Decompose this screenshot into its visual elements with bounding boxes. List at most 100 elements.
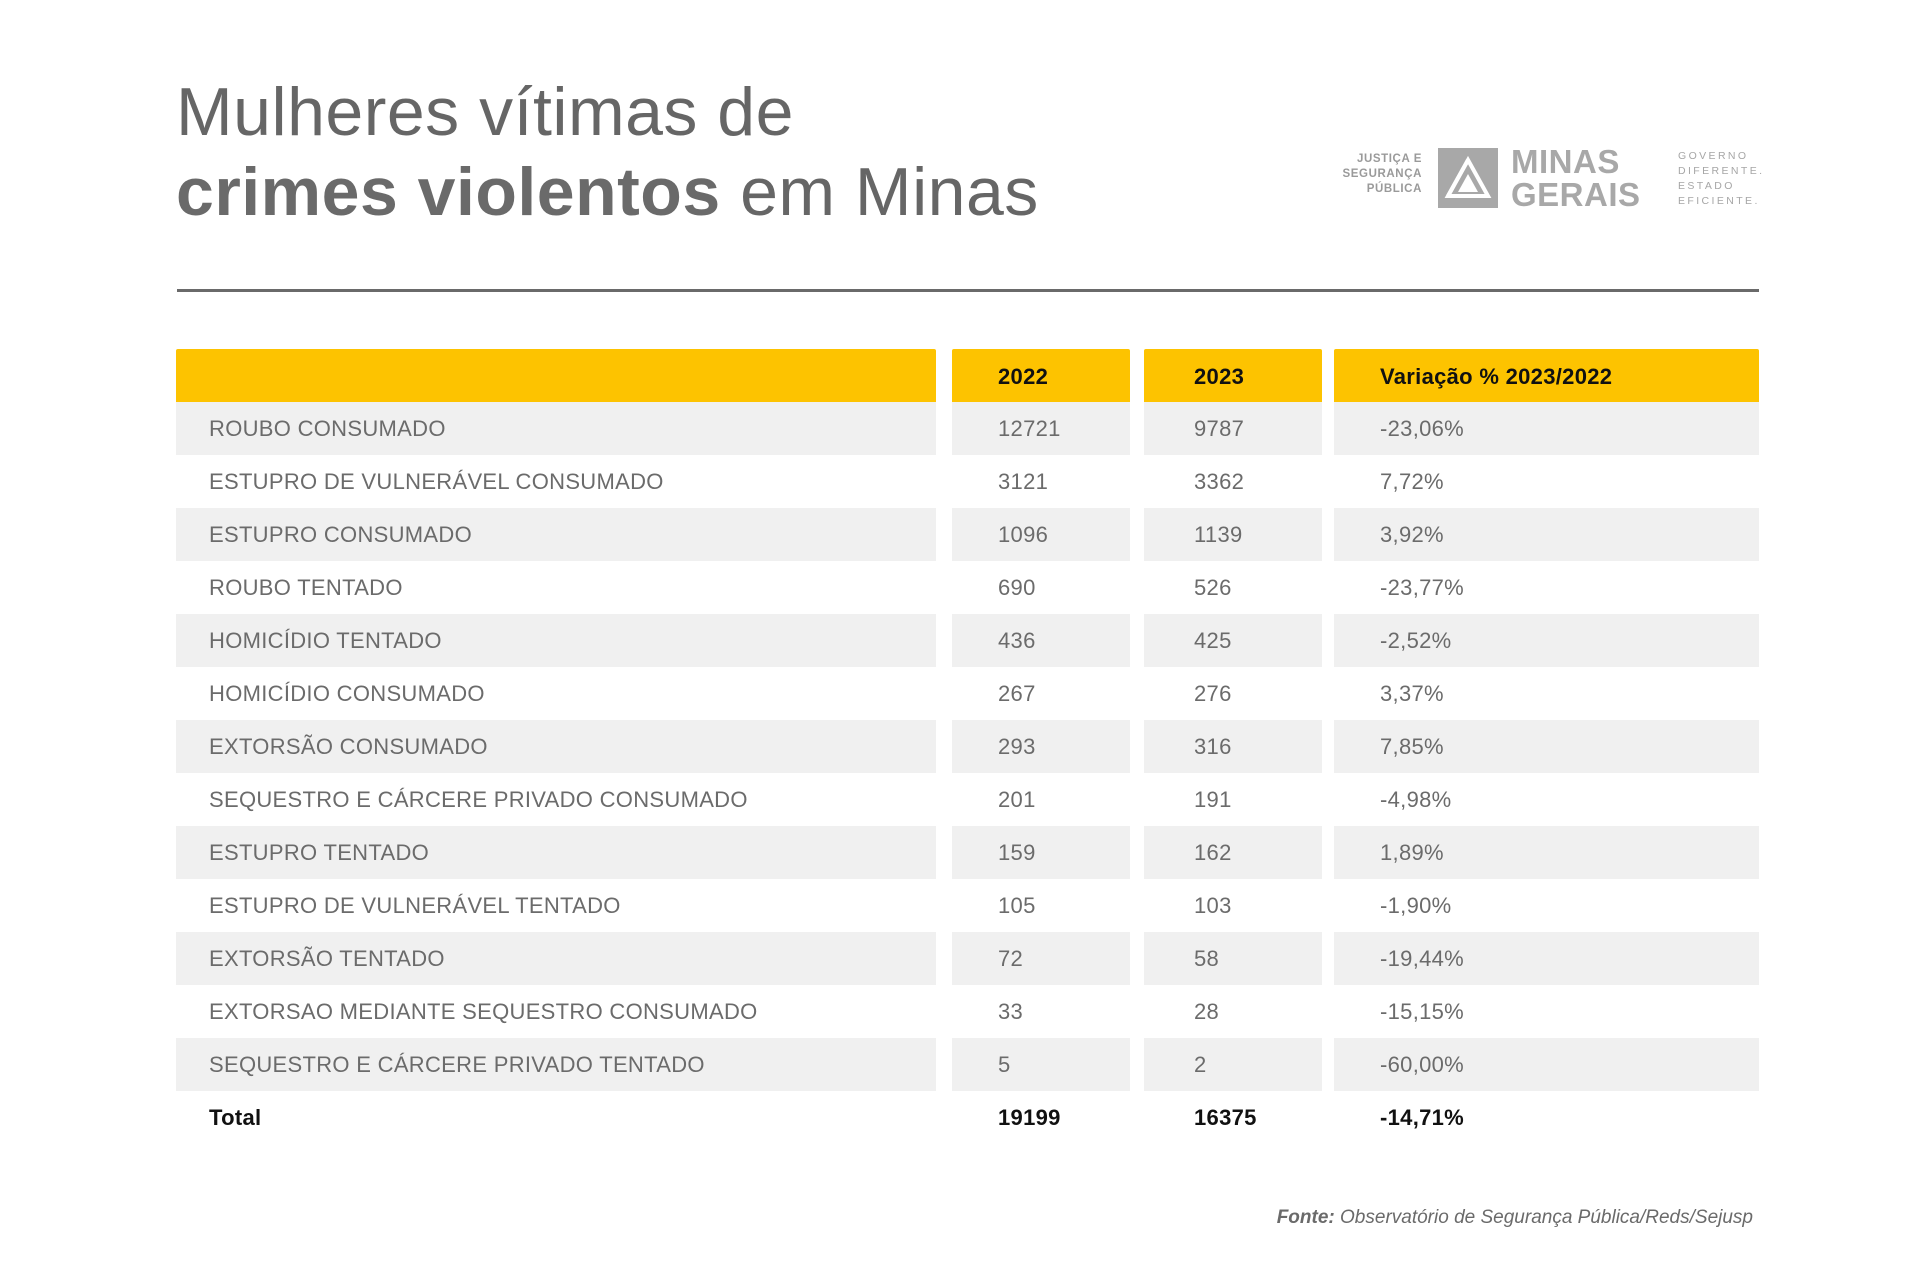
title-bold: crimes violentos (176, 154, 721, 230)
cell-variation: -4,98% (1380, 786, 1452, 812)
cell-2023: 28 (1194, 998, 1220, 1024)
table-row: ESTUPRO CONSUMADO 1096 1139 3,92% (176, 508, 1759, 561)
table-total-row: Total 19199 16375 -14,71% (176, 1091, 1759, 1144)
cell-2022: 105 (998, 892, 1036, 918)
table-row: ESTUPRO DE VULNERÁVEL CONSUMADO 3121 3362 7… (176, 455, 1759, 508)
cell-variation: -2,52% (1334, 614, 1759, 667)
crime-table: 2022 2023 Variação % 2023/2022 ROUBO CON… (176, 349, 1759, 1144)
cell-variation: 3,37% (1380, 680, 1444, 706)
table-row: SEQUESTRO E CÁRCERE PRIVADO CONSUMADO 201… (176, 773, 1759, 826)
cell-variation: -23,77% (1380, 574, 1465, 600)
cell-crime: EXTORSÃO CONSUMADO (176, 720, 936, 773)
cell-variation: -19,44% (1334, 932, 1759, 985)
total-label: Total (209, 1104, 262, 1130)
source-text: Observatório de Segurança Pública/Reds/S… (1334, 1207, 1753, 1228)
cell-2023: 9787 (1144, 402, 1322, 455)
table-row: HOMICÍDIO CONSUMADO 267 276 3,37% (176, 667, 1759, 720)
table-row: HOMICÍDIO TENTADO 436 425 -2,52% (176, 614, 1759, 667)
total-2023: 16375 (1194, 1104, 1257, 1130)
total-variation: -14,71% (1380, 1104, 1465, 1130)
cell-2023: 1139 (1144, 508, 1322, 561)
header-cell-2023: 2023 (1144, 349, 1322, 404)
cell-crime: ESTUPRO DE VULNERÁVEL TENTADO (209, 892, 621, 918)
title-line-2: crimes violentos em Minas (176, 152, 1039, 232)
total-2022: 19199 (998, 1104, 1061, 1130)
cell-2022: 690 (998, 574, 1036, 600)
cell-2022: 159 (952, 826, 1130, 879)
cell-crime: ESTUPRO CONSUMADO (176, 508, 936, 561)
cell-crime: EXTORSÃO TENTADO (176, 932, 936, 985)
header-divider (177, 289, 1759, 292)
government-logo: JUSTIÇA E SEGURANÇA PÚBLICA MINAS GERAIS… (1330, 145, 1762, 215)
logo-slogan: GOVERNO DIFERENTE. ESTADO EFICIENTE. (1678, 149, 1764, 209)
cell-2023: 425 (1144, 614, 1322, 667)
cell-variation: -60,00% (1334, 1038, 1759, 1091)
cell-2022: 293 (952, 720, 1130, 773)
cell-variation: 1,89% (1334, 826, 1759, 879)
logo-slogan-line: ESTADO (1678, 180, 1735, 192)
table-row: ROUBO TENTADO 690 526 -23,77% (176, 561, 1759, 614)
cell-2023: 58 (1144, 932, 1322, 985)
logo-state-name: MINAS GERAIS (1511, 145, 1641, 211)
minas-gerais-triangle-logo-icon (1438, 148, 1498, 208)
header-cell-crime (176, 349, 936, 404)
table-body: ROUBO CONSUMADO 12721 9787 -23,06% ESTUPRO D… (176, 402, 1759, 1091)
cell-variation: -1,90% (1380, 892, 1452, 918)
cell-variation: 7,85% (1334, 720, 1759, 773)
cell-2023: 162 (1144, 826, 1322, 879)
cell-crime: EXTORSAO MEDIANTE SEQUESTRO CONSUMADO (209, 998, 758, 1024)
logo-dept-line: JUSTIÇA E (1356, 153, 1422, 165)
cell-variation: 3,92% (1334, 508, 1759, 561)
logo-slogan-line: GOVERNO (1678, 150, 1749, 162)
table-row: ROUBO CONSUMADO 12721 9787 -23,06% (176, 402, 1759, 455)
page-title: Mulheres vítimas de crimes violentos em … (176, 72, 1039, 232)
logo-name-line: MINAS (1511, 143, 1620, 180)
cell-2022: 72 (952, 932, 1130, 985)
cell-crime: ROUBO CONSUMADO (176, 402, 936, 455)
table-row: EXTORSÃO CONSUMADO 293 316 7,85% (176, 720, 1759, 773)
cell-variation: -15,15% (1380, 998, 1465, 1024)
cell-2022: 267 (998, 680, 1036, 706)
cell-2022: 1096 (952, 508, 1130, 561)
header-cell-variation: Variação % 2023/2022 (1334, 349, 1759, 404)
cell-2022: 201 (998, 786, 1036, 812)
title-line-1: Mulheres vítimas de (176, 74, 794, 150)
title-rest: em Minas (720, 154, 1039, 230)
cell-crime: ROUBO TENTADO (209, 574, 403, 600)
cell-2022: 436 (952, 614, 1130, 667)
cell-2023: 191 (1194, 786, 1232, 812)
cell-variation: -23,06% (1334, 402, 1759, 455)
logo-dept-line: SEGURANÇA (1342, 168, 1422, 180)
cell-2023: 526 (1194, 574, 1232, 600)
logo-slogan-line: EFICIENTE. (1678, 195, 1760, 207)
logo-department-text: JUSTIÇA E SEGURANÇA PÚBLICA (1330, 152, 1422, 197)
cell-crime: ESTUPRO TENTADO (176, 826, 936, 879)
cell-2023: 103 (1194, 892, 1232, 918)
table-row: SEQUESTRO E CÁRCERE PRIVADO TENTADO 5 2 -60… (176, 1038, 1759, 1091)
header-cell-2022: 2022 (952, 349, 1130, 404)
cell-2022: 12721 (952, 402, 1130, 455)
cell-crime: HOMICÍDIO TENTADO (176, 614, 936, 667)
cell-2022: 5 (952, 1038, 1130, 1091)
table-row: ESTUPRO DE VULNERÁVEL TENTADO 105 103 -1,90… (176, 879, 1759, 932)
table-row: ESTUPRO TENTADO 159 162 1,89% (176, 826, 1759, 879)
cell-crime: SEQUESTRO E CÁRCERE PRIVADO CONSUMADO (209, 786, 748, 812)
cell-crime: ESTUPRO DE VULNERÁVEL CONSUMADO (209, 468, 664, 494)
logo-slogan-line: DIFERENTE. (1678, 165, 1765, 177)
table-header-row: 2022 2023 Variação % 2023/2022 (176, 349, 1759, 404)
source-note: Fonte: Observatório de Segurança Pública… (1277, 1207, 1753, 1229)
cell-2023: 2 (1144, 1038, 1322, 1091)
logo-dept-line: PÚBLICA (1366, 183, 1422, 195)
logo-name-line: GERAIS (1511, 176, 1641, 213)
table-row: EXTORSÃO TENTADO 72 58 -19,44% (176, 932, 1759, 985)
cell-2022: 3121 (998, 468, 1049, 494)
source-label: Fonte: (1276, 1207, 1335, 1228)
cell-crime: HOMICÍDIO CONSUMADO (209, 680, 485, 706)
cell-2023: 316 (1144, 720, 1322, 773)
table-row: EXTORSAO MEDIANTE SEQUESTRO CONSUMADO 33 2… (176, 985, 1759, 1038)
cell-2023: 276 (1194, 680, 1232, 706)
cell-crime: SEQUESTRO E CÁRCERE PRIVADO TENTADO (176, 1038, 936, 1091)
cell-variation: 7,72% (1380, 468, 1444, 494)
cell-2023: 3362 (1194, 468, 1245, 494)
cell-2022: 33 (998, 998, 1024, 1024)
